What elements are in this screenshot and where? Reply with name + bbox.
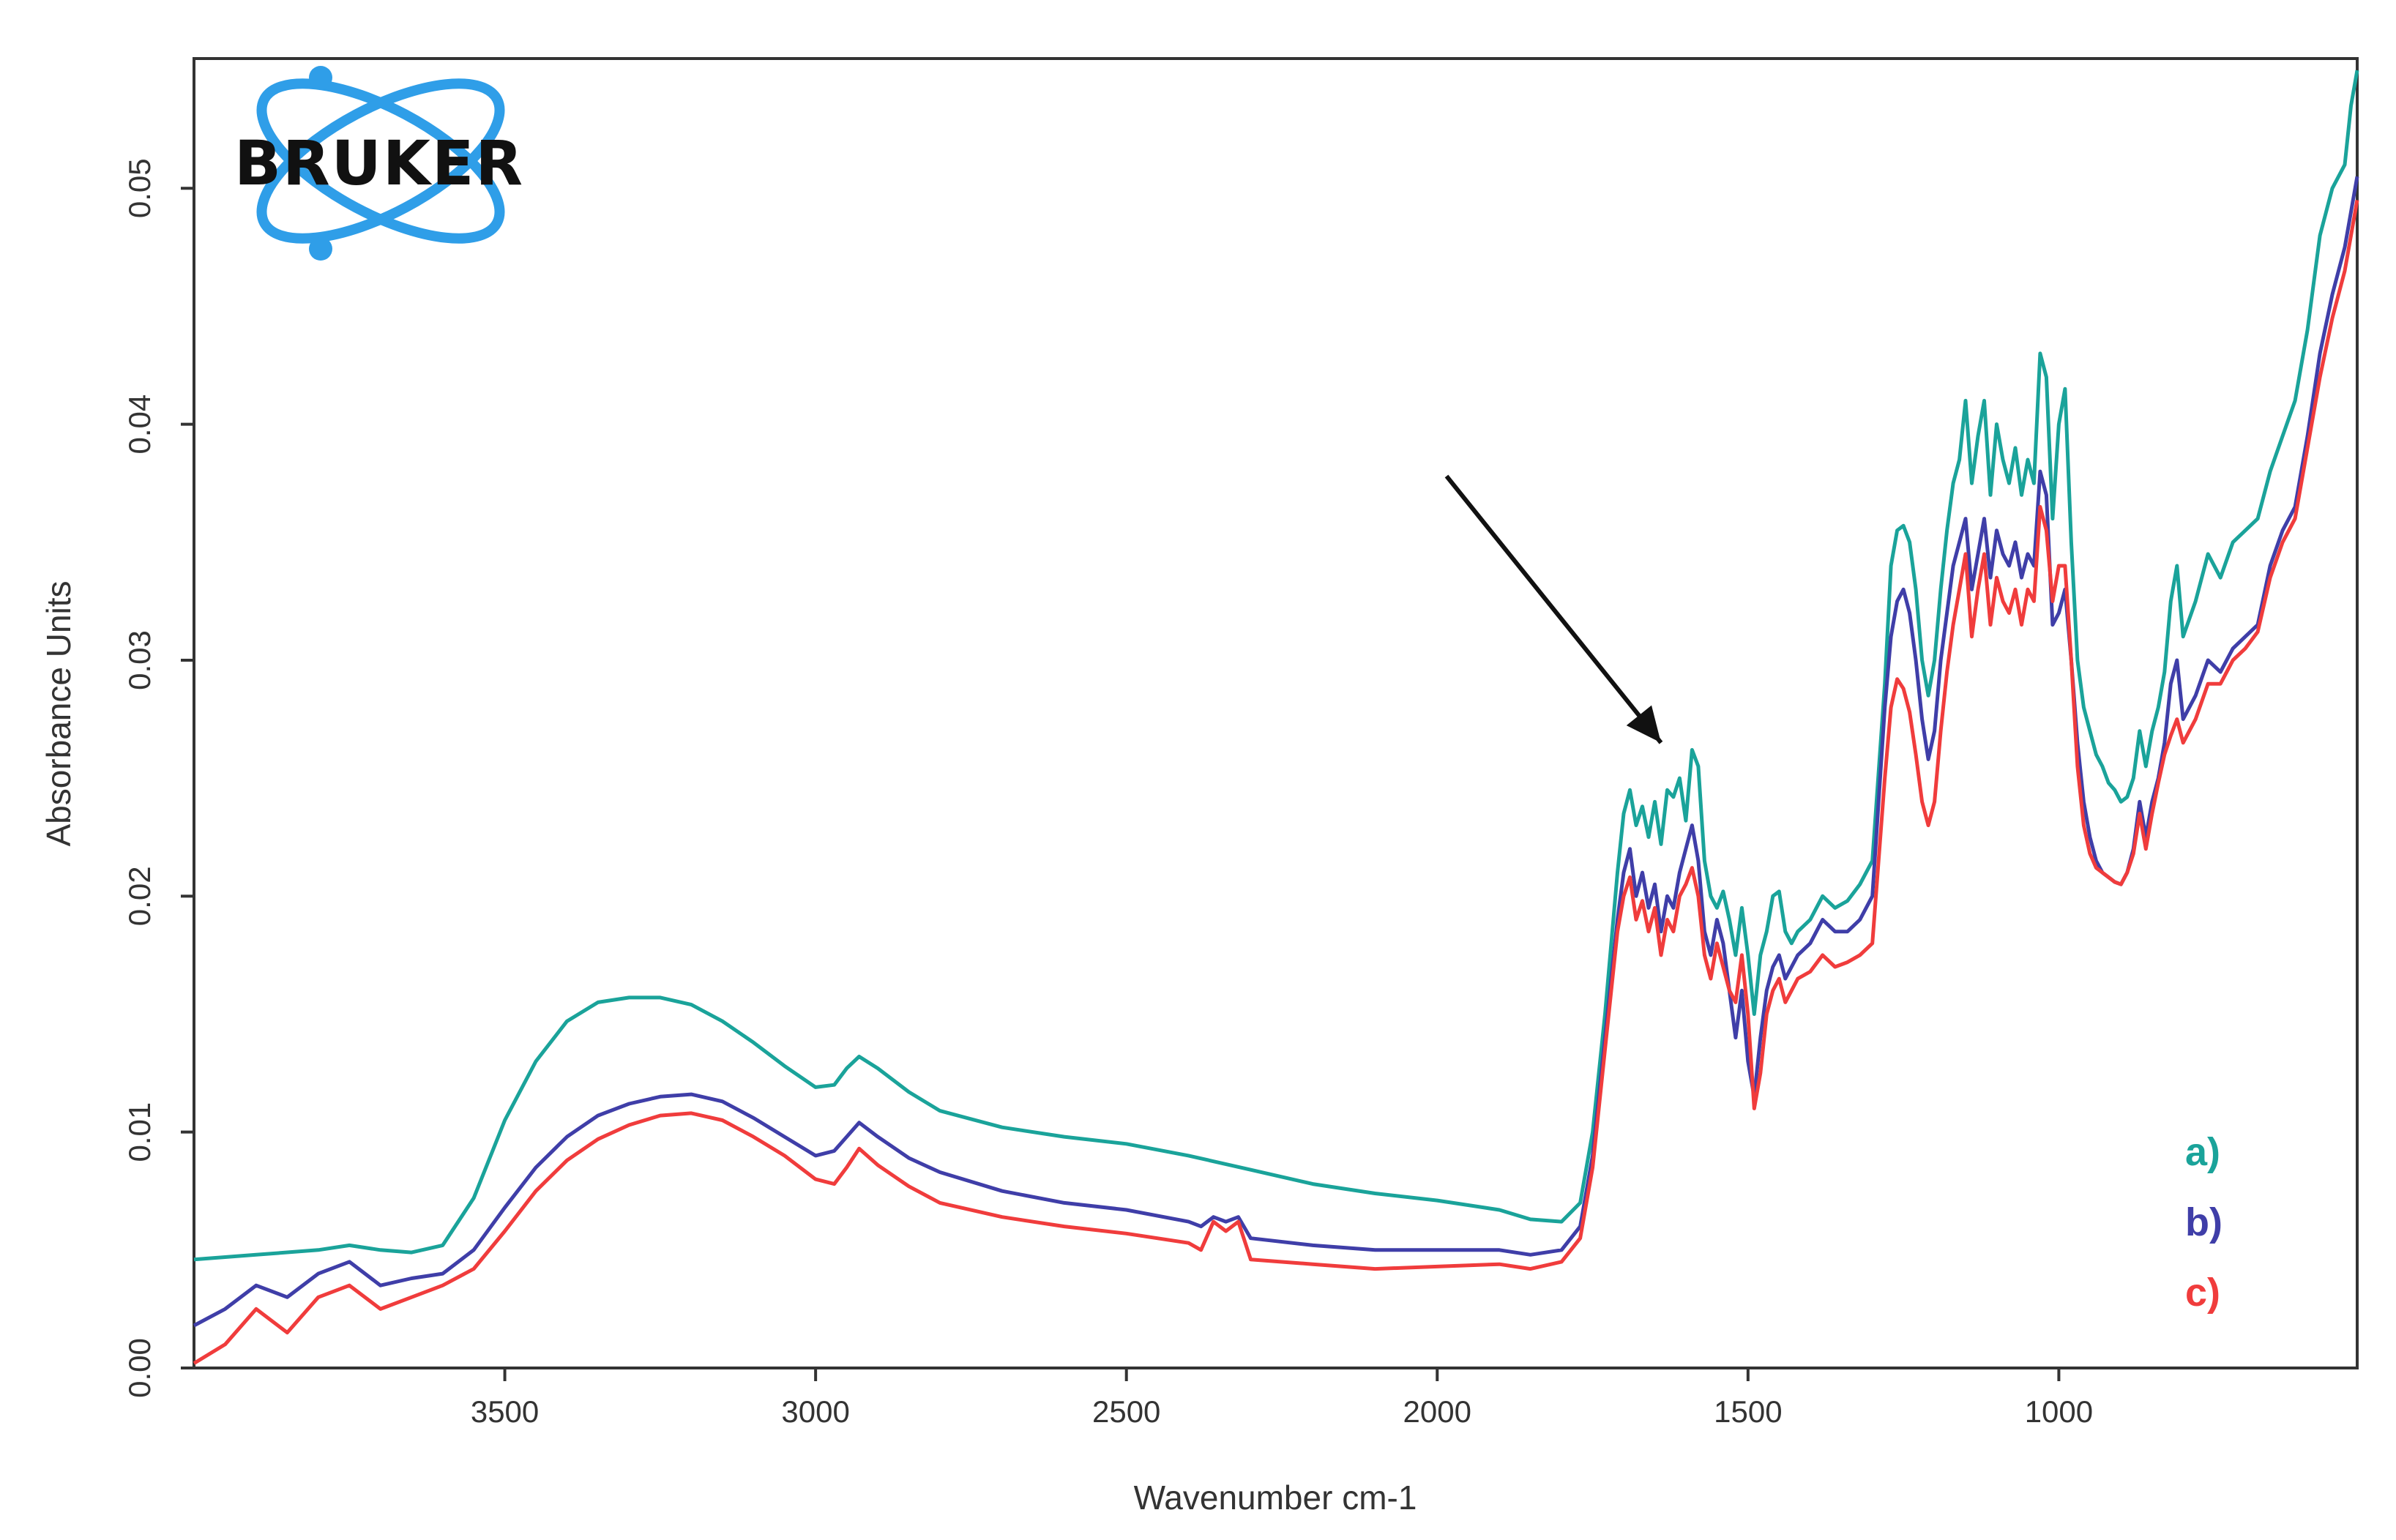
- legend-label-2: b): [2185, 1200, 2223, 1244]
- x-tick-label: 1500: [1714, 1394, 1782, 1429]
- series-layer: [193, 70, 2359, 1365]
- y-axis-label: Absorbance Units: [40, 580, 78, 846]
- x-tick-label: 2500: [1092, 1394, 1160, 1429]
- x-axis-label: Wavenumber cm-1: [1134, 1479, 1417, 1517]
- annotation-arrow-shaft: [1444, 474, 1663, 744]
- x-tick-label: 3000: [781, 1394, 849, 1429]
- y-tick-label: 0.02: [122, 866, 157, 926]
- plot-area: [193, 57, 2359, 1369]
- bruker-logo-text: BRUKER: [234, 127, 524, 199]
- x-tick-label: 1000: [2025, 1394, 2093, 1429]
- series-line-1: [193, 70, 2359, 1262]
- series-line-3: [193, 199, 2359, 1365]
- x-tick-label: 2000: [1403, 1394, 1471, 1429]
- atom-orbit-icon: [256, 66, 505, 261]
- legend-label-1: a): [2185, 1130, 2220, 1174]
- annotation-layer: [1444, 474, 1663, 744]
- annotation-arrow-head: [1626, 705, 1661, 743]
- y-tick-label: 0.04: [122, 395, 157, 455]
- legend-label-3: c): [2185, 1271, 2220, 1315]
- y-tick-label: 0.01: [122, 1102, 157, 1162]
- y-tick-label: 0.05: [122, 158, 157, 218]
- y-tick-label: 0.00: [122, 1338, 157, 1398]
- x-tick-label: 3500: [471, 1394, 539, 1429]
- legend: a) b) c): [2185, 1130, 2223, 1315]
- axis-layer: 3500 3000 2500 2000 1500 1000 0.00 0.01 0.02 0.03…: [122, 158, 2093, 1429]
- y-tick-label: 0.03: [122, 630, 157, 690]
- bruker-logo: BRUKER: [234, 66, 524, 261]
